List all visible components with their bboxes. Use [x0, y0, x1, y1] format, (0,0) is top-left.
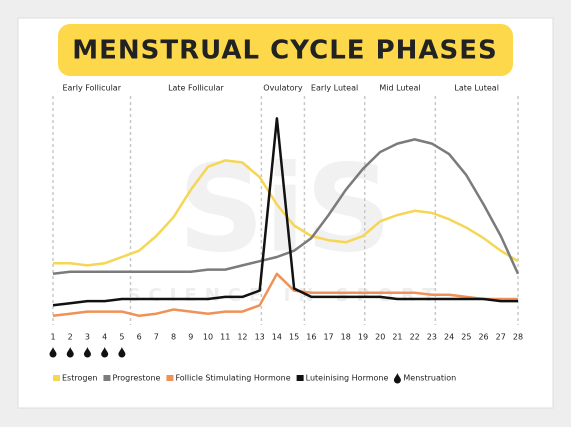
x-tick-label: 12	[237, 333, 247, 342]
x-tick-label: 3	[85, 333, 90, 342]
x-tick-label: 21	[392, 333, 402, 342]
legend-swatch	[53, 375, 60, 381]
x-tick-label: 24	[444, 333, 454, 342]
x-tick-label: 17	[323, 333, 333, 342]
x-tick-label: 7	[154, 333, 159, 342]
legend-swatch	[296, 375, 304, 381]
x-tick-label: 27	[496, 333, 506, 342]
chart-title: MENSTRUAL CYCLE PHASES	[72, 36, 498, 66]
x-tick-label: 28	[513, 333, 523, 342]
x-tick-label: 22	[410, 333, 420, 342]
menstruation-drop	[83, 347, 91, 358]
watermark: SCIENCE IN SPORT	[128, 285, 443, 306]
x-tick-label: 14	[272, 333, 282, 342]
x-tick-label: 19	[358, 333, 368, 342]
x-tick-label: 26	[478, 333, 488, 342]
title-box	[58, 24, 513, 76]
series-line	[52, 272, 518, 318]
menstruation-drop	[66, 347, 74, 358]
legend-label: Follicle Stimulating Hormone	[175, 374, 290, 383]
phase-label: Late Luteal	[454, 84, 499, 93]
phase-label: Early Follicular	[62, 84, 121, 93]
x-tick-label: 15	[289, 333, 299, 342]
legend-label: Estrogen	[62, 374, 97, 383]
legend-label: Luteinising Hormone	[306, 374, 389, 383]
x-tick-label: 20	[375, 333, 385, 342]
x-tick-label: 11	[220, 333, 230, 342]
x-tick-label: 2	[68, 333, 73, 342]
x-tick-label: 9	[188, 333, 193, 342]
legend-drop	[393, 373, 401, 384]
phase-label: Mid Luteal	[379, 84, 420, 93]
series-line	[52, 138, 520, 276]
phase-label: Early Luteal	[311, 84, 358, 93]
x-tick-label: 10	[203, 333, 213, 342]
x-tick-label: 13	[255, 333, 265, 342]
x-tick-label: 23	[427, 333, 437, 342]
series-line	[52, 117, 518, 307]
menstruation-drop	[49, 347, 57, 358]
legend-label: Menstruation	[403, 374, 456, 383]
legend-label: Progrestone	[112, 374, 160, 383]
menstruation-drop	[118, 347, 126, 358]
x-tick-label: 16	[306, 333, 316, 342]
x-tick-label: 18	[341, 333, 351, 342]
x-tick-label: 8	[171, 333, 176, 342]
phase-label: Ovulatory	[263, 84, 303, 93]
phase-label: Late Follicular	[168, 84, 224, 93]
x-tick-label: 25	[461, 333, 471, 342]
legend-swatch	[166, 375, 174, 381]
x-tick-label: 4	[102, 333, 107, 342]
menstruation-drop	[101, 347, 109, 358]
x-tick-label: 1	[50, 333, 55, 342]
legend-swatch	[103, 375, 111, 381]
x-tick-label: 6	[137, 333, 142, 342]
x-tick-label: 5	[119, 333, 124, 342]
